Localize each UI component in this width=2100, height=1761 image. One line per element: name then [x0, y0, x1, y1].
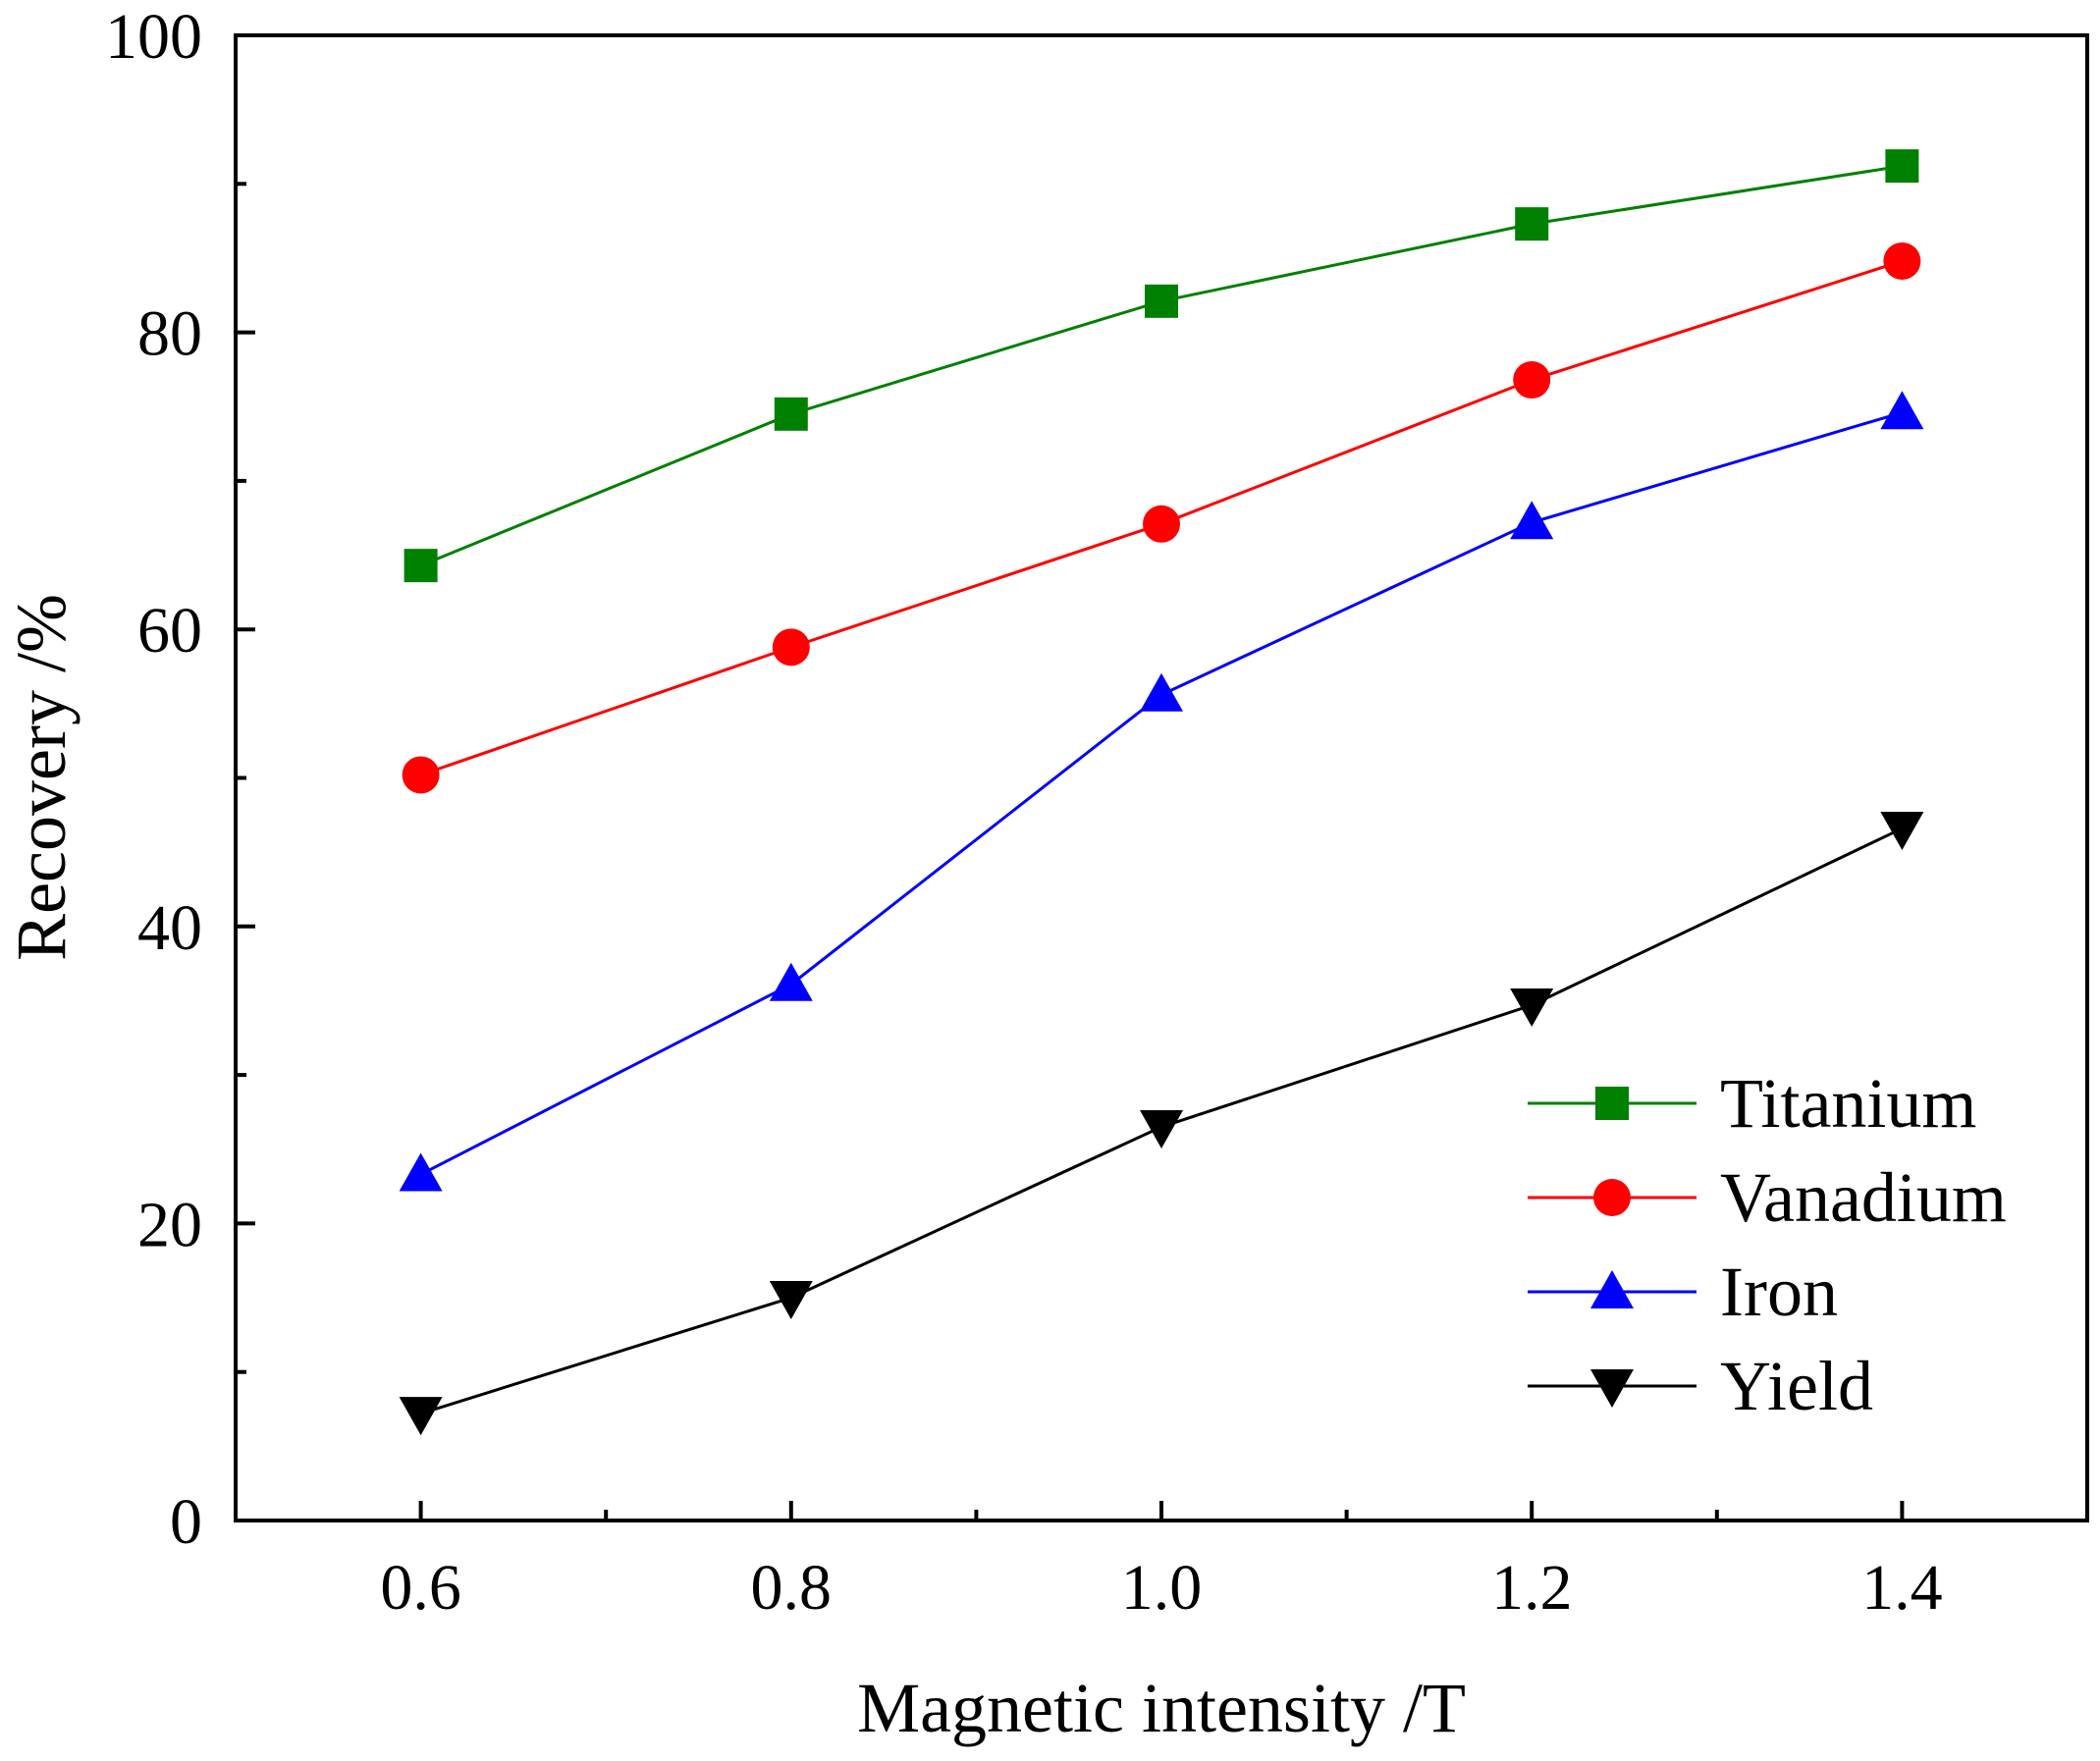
x-tick-label: 0.8 — [751, 1552, 833, 1624]
data-point-iron — [769, 962, 813, 1001]
y-tick-label: 60 — [137, 595, 202, 667]
data-point-titanium — [1515, 207, 1549, 241]
data-point-yield — [1510, 987, 1554, 1027]
data-point-yield — [1880, 811, 1924, 850]
legend-label-iron: Iron — [1720, 1253, 1838, 1331]
series-layer — [399, 149, 1924, 1436]
data-point-yield — [769, 1281, 813, 1320]
y-tick-label: 80 — [137, 298, 202, 370]
y-tick-label: 0 — [170, 1486, 202, 1558]
y-axis-title: Recovery /% — [2, 594, 81, 961]
data-point-vanadium — [1143, 505, 1180, 543]
series-vanadium — [402, 241, 1921, 794]
x-tick-label: 1.0 — [1121, 1552, 1203, 1624]
series-iron — [399, 391, 1924, 1192]
y-tick-label: 40 — [137, 892, 202, 964]
series-titanium — [404, 149, 1919, 583]
axes: 0.6 0.8 1.0 1.2 1.4 0 20 40 60 80 100 — [105, 1, 1943, 1624]
data-point-titanium — [774, 397, 808, 431]
legend-label-vanadium: Vanadium — [1720, 1158, 2007, 1237]
y-tick-label: 20 — [137, 1189, 202, 1260]
data-point-iron — [1880, 391, 1924, 430]
legend-marker-iron — [1590, 1270, 1634, 1308]
y-tick-label: 100 — [105, 1, 202, 73]
legend-label-titanium: Titanium — [1720, 1064, 1976, 1143]
legend-marker-titanium — [1595, 1087, 1629, 1120]
data-point-vanadium — [402, 756, 440, 794]
x-tick-label: 1.2 — [1491, 1552, 1573, 1624]
data-point-titanium — [1145, 284, 1178, 318]
x-tick-label: 1.4 — [1861, 1552, 1943, 1624]
data-point-vanadium — [1513, 361, 1551, 400]
legend-marker-yield — [1590, 1369, 1634, 1408]
data-point-yield — [399, 1397, 443, 1436]
series-yield — [399, 811, 1924, 1436]
data-point-yield — [1140, 1110, 1183, 1149]
legend-item-yield: Yield — [1528, 1347, 1873, 1425]
data-point-titanium — [1885, 149, 1919, 184]
x-axis-title: Magnetic intensity /T — [857, 1669, 1466, 1747]
legend: Titanium Vanadium Iron Yield — [1528, 1064, 2007, 1425]
data-point-vanadium — [1883, 241, 1921, 280]
data-point-iron — [1510, 501, 1554, 540]
legend-label-yield: Yield — [1720, 1347, 1873, 1425]
data-point-iron — [399, 1152, 443, 1192]
data-point-iron — [1140, 672, 1183, 712]
legend-item-titanium: Titanium — [1528, 1064, 1976, 1143]
x-tick-label: 0.6 — [380, 1552, 461, 1624]
data-point-vanadium — [772, 628, 810, 667]
legend-item-vanadium: Vanadium — [1528, 1158, 2007, 1237]
data-point-titanium — [404, 549, 438, 583]
legend-marker-vanadium — [1593, 1179, 1631, 1216]
legend-item-iron: Iron — [1528, 1253, 1838, 1331]
